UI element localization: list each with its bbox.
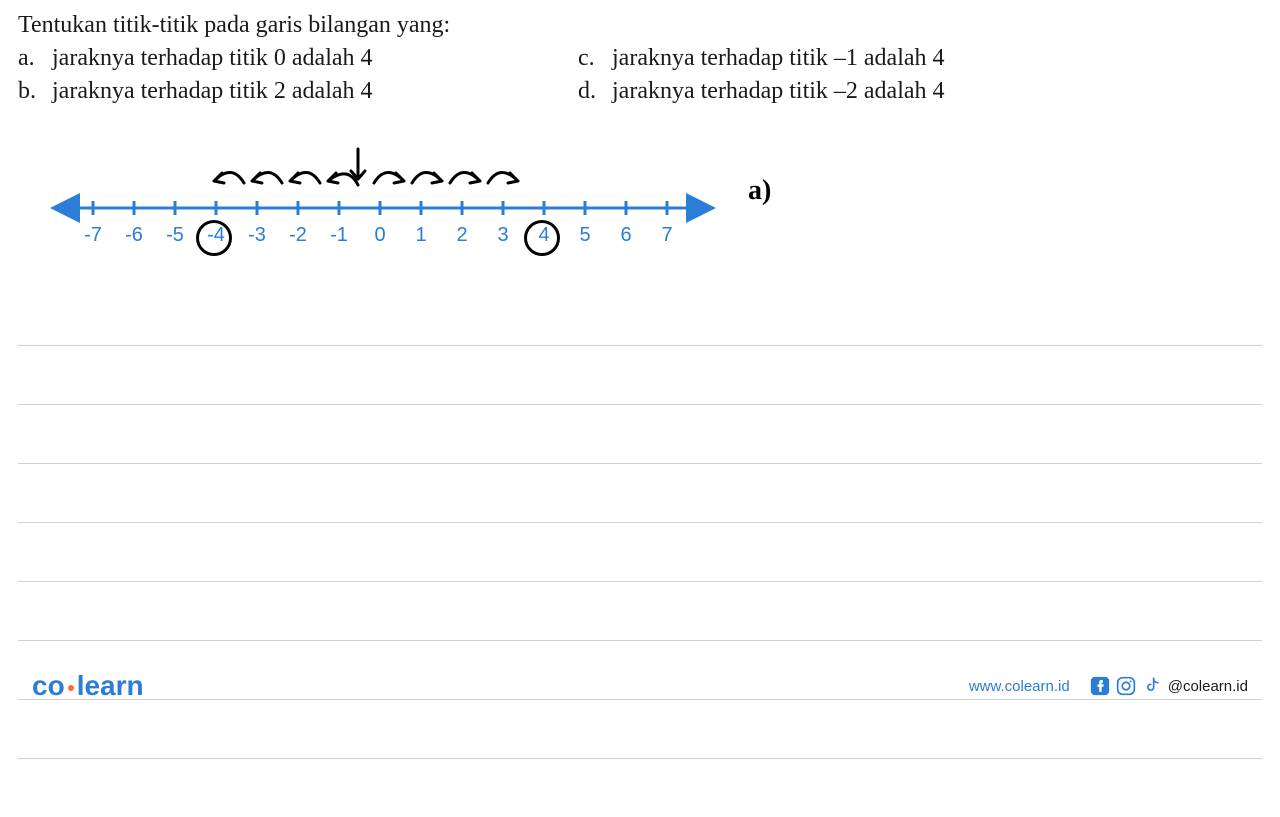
svg-text:5: 5 <box>579 224 590 246</box>
ruled-line <box>18 404 1262 405</box>
question-title: Tentukan titik-titik pada garis bilangan… <box>18 12 1262 39</box>
svg-text:7: 7 <box>661 224 672 246</box>
svg-text:-7: -7 <box>84 224 102 246</box>
svg-text:-1: -1 <box>330 224 348 246</box>
ruled-line <box>18 581 1262 582</box>
option-b: b. jaraknya terhadap titik 2 adalah 4 <box>18 78 558 105</box>
options-grid: a. jaraknya terhadap titik 0 adalah 4 c.… <box>18 45 1262 105</box>
ruled-line <box>18 758 1262 759</box>
footer-url: www.colearn.id <box>969 678 1070 695</box>
option-text: jaraknya terhadap titik 0 adalah 4 <box>52 45 373 72</box>
social-icons: @colearn.id <box>1090 676 1248 696</box>
logo-prefix: co <box>32 670 65 701</box>
hand-arcs-right <box>358 159 558 199</box>
logo-dot-icon <box>68 685 74 691</box>
option-d: d. jaraknya terhadap titik –2 adalah 4 <box>578 78 1262 105</box>
logo-suffix: learn <box>77 670 144 701</box>
svg-text:1: 1 <box>415 224 426 246</box>
number-line-area: -7-6-5-4-3-2-101234567 a) <box>18 145 1262 265</box>
social-handle: @colearn.id <box>1168 678 1248 695</box>
footer: colearn www.colearn.id @colearn.id <box>0 670 1280 702</box>
option-letter: a. <box>18 45 52 72</box>
svg-text:-3: -3 <box>248 224 266 246</box>
ruled-lines <box>18 345 1262 817</box>
ruled-line <box>18 345 1262 346</box>
svg-text:-5: -5 <box>166 224 184 246</box>
option-text: jaraknya terhadap titik –1 adalah 4 <box>612 45 945 72</box>
option-text: jaraknya terhadap titik –2 adalah 4 <box>612 78 945 105</box>
option-a: a. jaraknya terhadap titik 0 adalah 4 <box>18 45 558 72</box>
ruled-line <box>18 522 1262 523</box>
ruled-line <box>18 463 1262 464</box>
footer-right: www.colearn.id @colearn.id <box>969 676 1248 696</box>
circle-annotation-pos4 <box>524 220 560 256</box>
option-letter: c. <box>578 45 612 72</box>
ruled-line <box>18 640 1262 641</box>
svg-text:6: 6 <box>620 224 631 246</box>
logo: colearn <box>32 670 144 702</box>
tiktok-icon <box>1142 676 1162 696</box>
circle-annotation-neg4 <box>196 220 232 256</box>
instagram-icon <box>1116 676 1136 696</box>
option-letter: b. <box>18 78 52 105</box>
option-c: c. jaraknya terhadap titik –1 adalah 4 <box>578 45 1262 72</box>
facebook-icon <box>1090 676 1110 696</box>
svg-text:2: 2 <box>456 224 467 246</box>
option-text: jaraknya terhadap titik 2 adalah 4 <box>52 78 373 105</box>
svg-text:-2: -2 <box>289 224 307 246</box>
svg-text:0: 0 <box>374 224 385 246</box>
annotation-label-a: a) <box>748 175 771 207</box>
option-letter: d. <box>578 78 612 105</box>
svg-text:-6: -6 <box>125 224 143 246</box>
number-line-svg: -7-6-5-4-3-2-101234567 <box>43 193 723 273</box>
svg-text:3: 3 <box>497 224 508 246</box>
